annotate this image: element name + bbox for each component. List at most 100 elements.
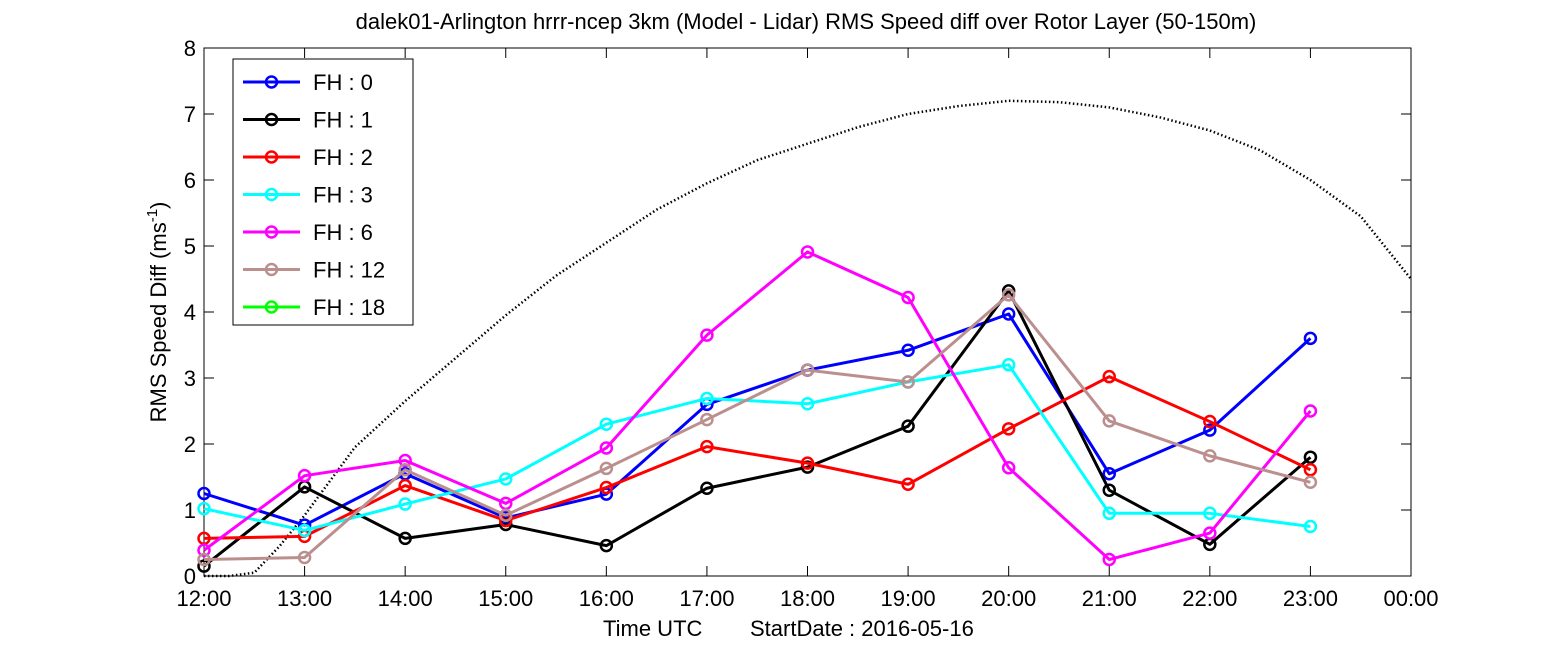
data-point — [1102, 483, 1116, 497]
data-point — [599, 480, 614, 495]
series-fh-2 — [197, 369, 1318, 546]
x-tick-label: 18:00 — [780, 586, 835, 611]
x-axis-title: Time UTC — [603, 616, 703, 641]
data-point — [197, 552, 211, 567]
data-point — [599, 441, 614, 455]
legend-item-fh-2: FH : 2 — [243, 145, 373, 170]
legend-marker — [264, 150, 279, 164]
data-point — [1001, 422, 1016, 436]
x-axis-label: Time UTC StartDate : 2016-05-16 — [603, 616, 974, 641]
data-point — [1203, 506, 1217, 521]
data-point — [800, 456, 815, 470]
y-tick-label: 2 — [184, 432, 196, 457]
legend-label: FH : 1 — [313, 108, 373, 133]
data-point — [1102, 466, 1116, 481]
legend-marker — [264, 112, 279, 127]
y-tick-label: 7 — [184, 102, 196, 127]
data-point — [1203, 423, 1217, 437]
reference-curve-layer — [204, 99, 1412, 578]
series-line — [203, 289, 1312, 568]
data-point — [1001, 288, 1016, 302]
data-point — [1001, 307, 1016, 321]
data-point — [700, 439, 714, 454]
legend-item-fh-12: FH : 12 — [243, 258, 385, 283]
data-point — [398, 462, 412, 477]
data-point — [901, 343, 915, 358]
x-tick-label: 23:00 — [1283, 586, 1338, 611]
series-layer — [197, 245, 1318, 573]
data-point — [599, 417, 614, 431]
legend-marker — [264, 75, 279, 89]
y-axis: 0 1 2 3 4 5 6 7 8 — [184, 36, 1411, 589]
y-tick-label: 8 — [184, 36, 196, 61]
data-point — [1102, 506, 1116, 521]
legend-label: FH : 6 — [313, 220, 373, 245]
y-tick-label: 3 — [184, 366, 196, 391]
y-tick-label: 1 — [184, 498, 196, 523]
data-point — [1303, 404, 1318, 418]
y-tick-label: 6 — [184, 168, 196, 193]
y-axis-label: RMS Speed Diff (ms-1) — [144, 202, 171, 423]
x-tick-label: 21:00 — [1082, 586, 1137, 611]
series-fh-12 — [197, 288, 1318, 567]
series-line — [203, 375, 1312, 540]
data-point — [1102, 369, 1116, 384]
data-point — [1303, 462, 1318, 477]
x-tick-label: 17:00 — [679, 586, 734, 611]
data-point — [1303, 475, 1318, 490]
series-line — [203, 250, 1312, 561]
data-point — [499, 508, 513, 523]
y-tick-label: 0 — [184, 564, 196, 589]
data-point — [901, 290, 915, 305]
legend-item-fh-0: FH : 0 — [243, 70, 373, 95]
legend-item-fh-18: FH : 18 — [243, 295, 385, 320]
x-axis: 12:00 13:00 14:00 15:00 16:00 17:00 18:00 19:00… — [176, 48, 1439, 611]
data-point — [901, 375, 915, 389]
data-point — [1303, 519, 1318, 534]
data-point — [901, 419, 915, 433]
data-point — [700, 328, 714, 342]
x-tick-label: 15:00 — [478, 586, 533, 611]
data-point — [1001, 358, 1016, 372]
data-point — [297, 523, 312, 538]
data-point — [1303, 331, 1318, 346]
series-fh-6 — [197, 245, 1318, 567]
x-tick-label: 00:00 — [1383, 586, 1438, 611]
y-tick-label: 5 — [184, 234, 196, 259]
legend-label: FH : 12 — [313, 258, 385, 283]
data-point — [800, 396, 815, 411]
data-point — [800, 460, 815, 474]
legend-marker — [264, 187, 279, 202]
data-point — [197, 501, 211, 516]
x-tick-label: 22:00 — [1182, 586, 1237, 611]
legend-label: FH : 2 — [313, 145, 373, 170]
data-point — [1203, 526, 1217, 540]
legend-label: FH : 0 — [313, 70, 373, 95]
data-point — [1203, 449, 1217, 463]
chart-title: dalek01-Arlington hrrr-ncep 3km (Model -… — [356, 9, 1257, 34]
x-tick-label: 14:00 — [378, 586, 433, 611]
series-line — [203, 312, 1312, 527]
data-point — [197, 543, 211, 558]
data-point — [700, 481, 714, 495]
legend-marker — [264, 262, 279, 277]
reference-curve — [204, 99, 1412, 578]
y-tick-label: 4 — [184, 300, 196, 325]
legend-box — [232, 58, 414, 326]
data-point — [197, 559, 211, 573]
x-tick-label: 19:00 — [881, 586, 936, 611]
legend-marker — [264, 225, 279, 239]
legend-marker — [264, 300, 279, 314]
x-tick-label: 16:00 — [579, 586, 634, 611]
data-point — [1102, 414, 1116, 428]
data-point — [700, 412, 714, 427]
data-point — [901, 477, 915, 492]
legend-item-fh-3: FH : 3 — [243, 183, 373, 208]
data-point — [297, 550, 312, 565]
data-point — [398, 531, 412, 546]
legend: FH : 0 FH : 1 FH : 2 FH : 3 FH : 6 FH : 12 FH … — [232, 58, 414, 326]
start-date-note: StartDate : 2016-05-16 — [750, 616, 974, 641]
data-point — [1102, 552, 1116, 567]
x-tick-label: 12:00 — [176, 586, 231, 611]
